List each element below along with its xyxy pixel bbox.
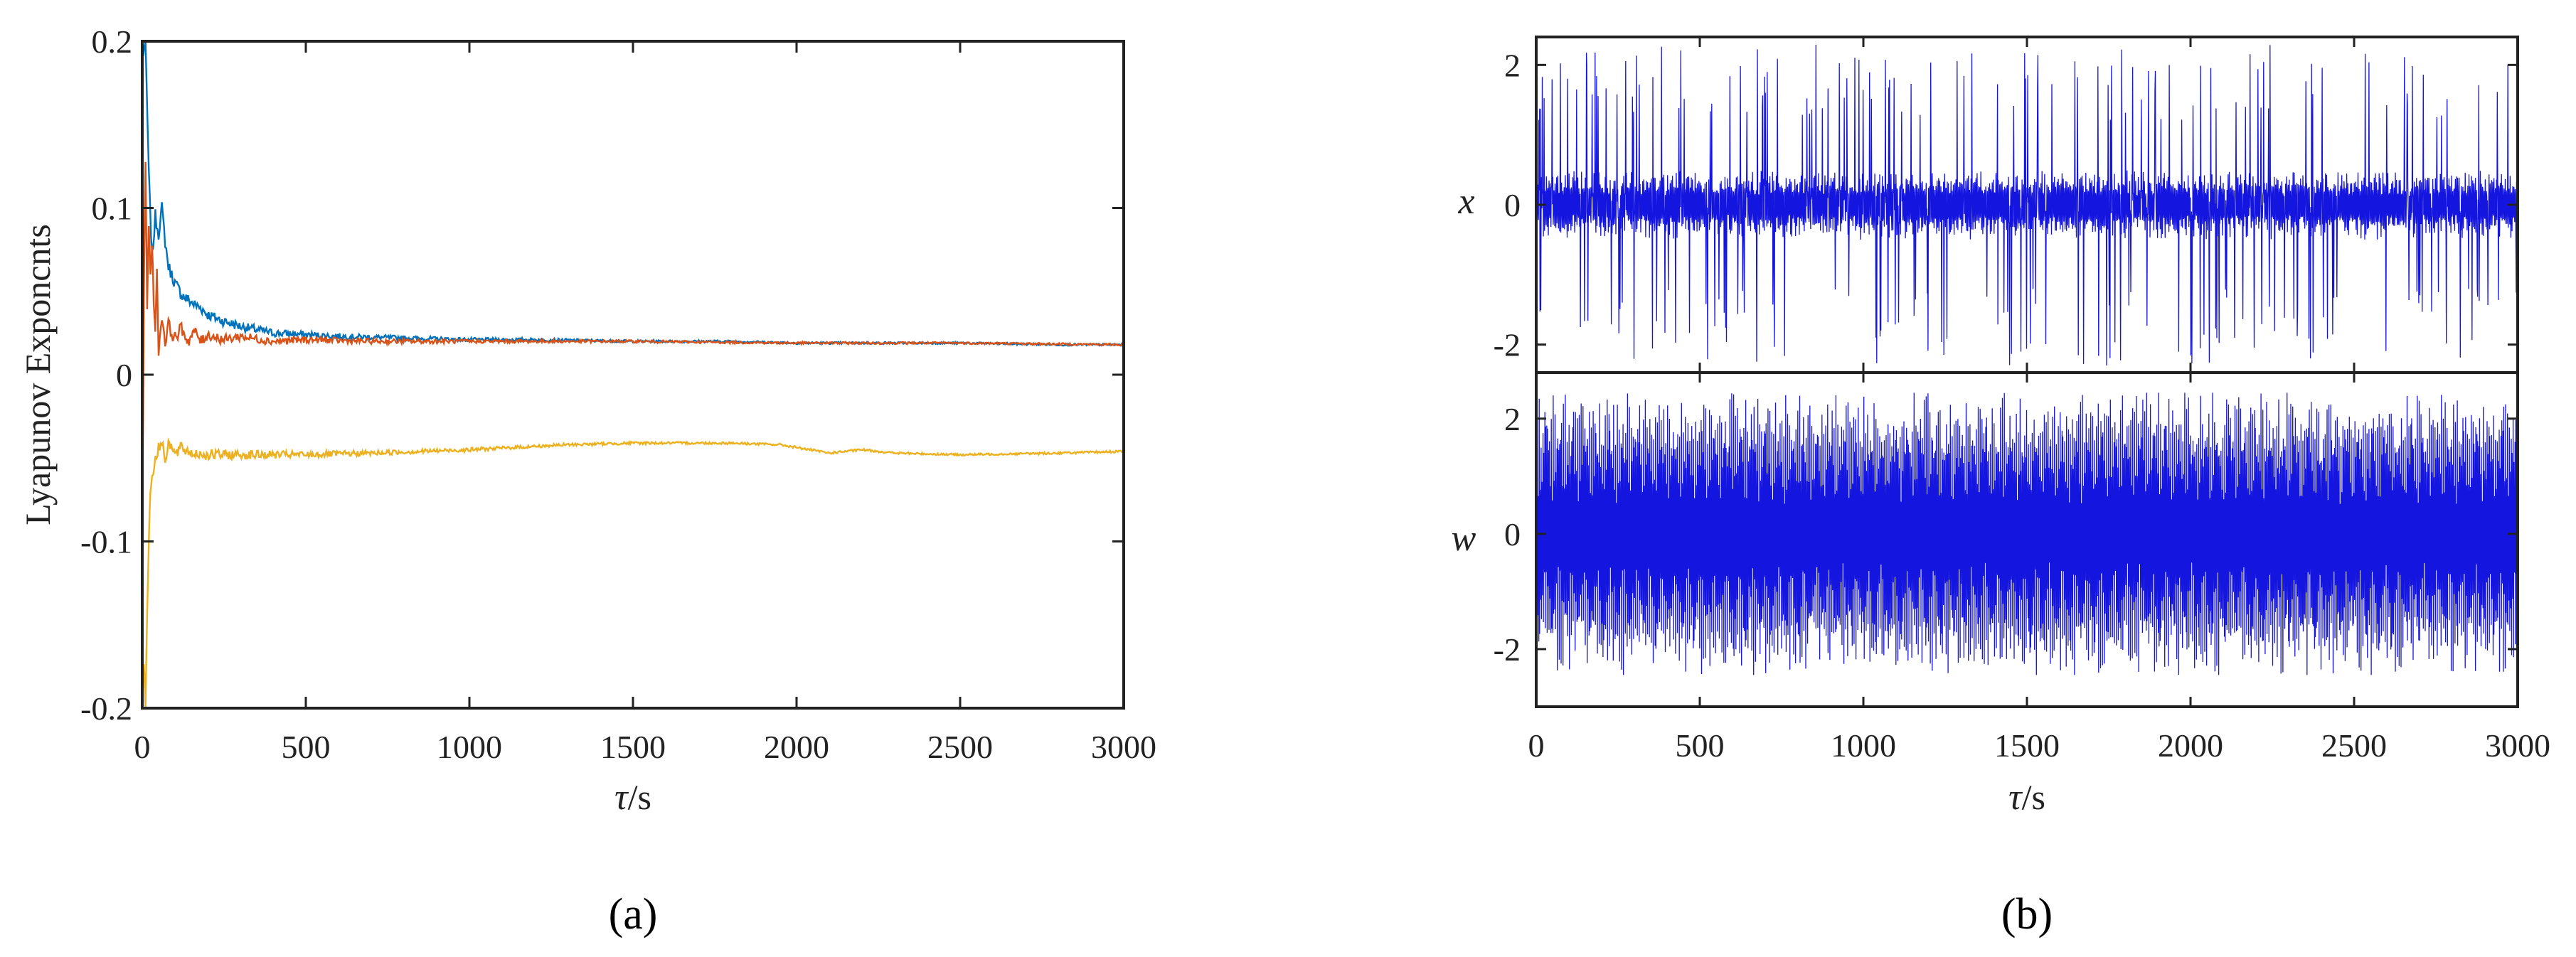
panel-b-x-signal-line <box>1536 44 2518 366</box>
panel-b-xtick-label: 2500 <box>2321 727 2387 764</box>
panel-b-x-ytick-label: -2 <box>1494 327 1521 363</box>
panel-b-caption: (b) <box>2001 890 2053 939</box>
panel-b-w-ytick-label: 0 <box>1504 516 1521 552</box>
panel-b-xlabel: τ/s <box>2008 777 2045 818</box>
panel-a-xtick-label: 0 <box>134 729 151 765</box>
panel-b-xtick-label: 2000 <box>2158 727 2223 764</box>
panel-b-w-ytick-label: 2 <box>1504 401 1521 437</box>
panel-a-plot-frame <box>141 40 1125 710</box>
panel-b-w-signal-line <box>1536 392 2518 675</box>
panel-b-xtick-label: 500 <box>1676 727 1725 764</box>
panel-a-xtick-label: 2500 <box>927 729 993 765</box>
panel-a-series-group <box>141 41 1124 709</box>
panel-a-xtick-label: 1000 <box>437 729 502 765</box>
panel-a-caption: (a) <box>609 890 658 939</box>
panel-a-xlabel-unit: /s <box>628 777 651 817</box>
panel-a-lyapunov-chart: 0 500 1000 1500 2000 2500 30000.20.10-0.1-0.2 … <box>18 23 1156 939</box>
panel-b-x-ytick-label: 2 <box>1504 47 1521 83</box>
panel-a-ytick-label: 0.2 <box>92 23 133 60</box>
panel-a-ytick-label: 0 <box>116 357 132 393</box>
panel-b-x-series-group <box>1536 44 2518 366</box>
panel-a-ylabel: Lyapunov Exponcnts <box>18 224 58 525</box>
panel-b-time-series: 0 500 1000 1500 2000 2500 3000 2 0 -2 2 0 -2 x w τ/s… <box>1452 36 2550 939</box>
panel-b-xtick-label: 0 <box>1528 727 1545 764</box>
panel-a-xlabel: τ/s <box>614 777 651 818</box>
panel-b-w-ytick-label: -2 <box>1494 631 1521 668</box>
panel-a-xtick-label: 2000 <box>764 729 829 765</box>
panel-b-ticks: 0 500 1000 1500 2000 2500 3000 2 0 -2 2 0 -2 <box>1494 37 2550 764</box>
panel-a-series-2-line <box>141 161 1124 535</box>
panel-a-ticks: 0 500 1000 1500 2000 2500 3000 0.2 0.1 0 -0.1 -0.2 <box>80 23 1156 765</box>
panel-a-series-3-line <box>141 437 1124 709</box>
panel-a-ytick-label: -0.1 <box>80 524 132 560</box>
panel-b-x-ytick-label: 0 <box>1504 187 1521 223</box>
panel-b-xtick-label: 1000 <box>1831 727 1896 764</box>
panel-b-x-ylabel: x <box>1457 181 1474 222</box>
panel-b-xtick-label: 1500 <box>1994 727 2060 764</box>
panel-a-xlabel-tau: τ <box>614 777 629 818</box>
panel-a-xtick-label: 500 <box>282 729 331 765</box>
panel-b-xlabel-tau: τ <box>2008 777 2023 818</box>
panel-a-ytick-label: 0.1 <box>92 191 133 227</box>
panel-b-xtick-label: 3000 <box>2485 727 2550 764</box>
panel-a-series-1-line <box>142 41 1124 347</box>
panel-a-ytick-label: -0.2 <box>80 690 132 727</box>
panel-a-xtick-label: 3000 <box>1091 729 1156 765</box>
panel-b-w-series-group <box>1536 392 2518 675</box>
panel-a-xtick-label: 1500 <box>600 729 666 765</box>
panel-b-xlabel-unit: /s <box>2022 777 2045 817</box>
panel-b-w-ylabel: w <box>1452 518 1476 559</box>
